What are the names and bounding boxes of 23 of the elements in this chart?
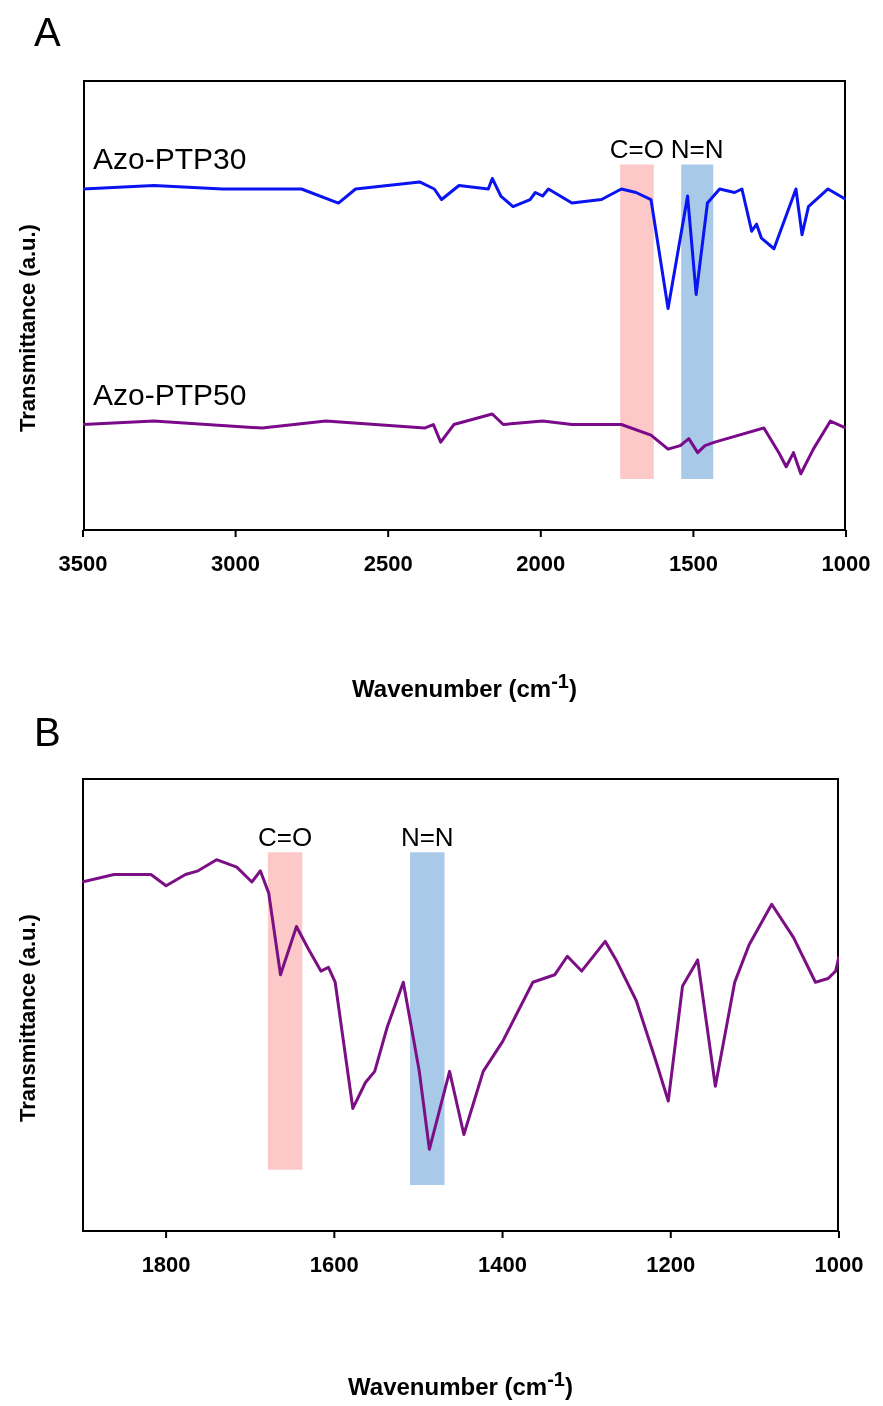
x-tick-label: 1200 [646,1251,696,1277]
band-label: C=O [258,822,313,853]
x-tick-label: 1000 [821,550,871,576]
x-tick-label: 1000 [814,1251,864,1277]
series-label: Azo-PTP30 [93,141,247,175]
x-axis-title: Wavenumber (cm$^{-1}$) [347,1368,574,1401]
chart-title: B [34,710,61,755]
band-label: N=N [400,822,454,853]
x-axis-title: Wavenumber (cm$^{-1}$) [351,670,578,703]
y-axis-title: Transmittance (a.u.) [15,224,41,432]
x-tick-label: 2500 [363,550,413,576]
x-tick-label: 1800 [141,1251,191,1277]
band-label: N=N [670,134,724,165]
x-tick-label: 1600 [309,1251,359,1277]
y-axis-title: Transmittance (a.u.) [15,914,41,1122]
series-label: Azo-PTP50 [93,377,247,411]
x-tick-label: 3000 [211,550,261,576]
band-label: C=O [609,134,665,165]
chart-title: A [34,10,61,55]
x-tick-label: 2000 [516,550,566,576]
x-tick-label: 3500 [58,550,108,576]
x-tick-label: 1400 [478,1251,528,1277]
x-tick-label: 1500 [668,550,718,576]
